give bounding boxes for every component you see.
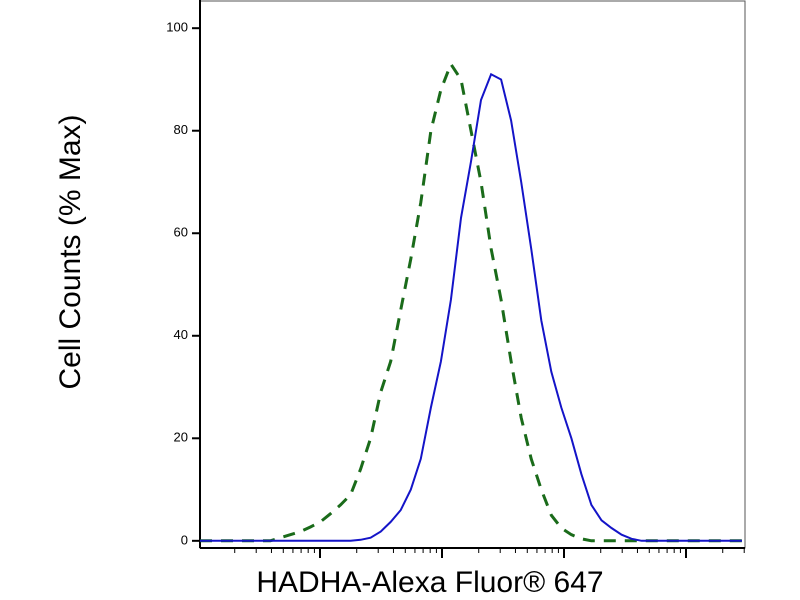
y-tick-label: 20 bbox=[174, 430, 188, 445]
y-tick-label: 100 bbox=[166, 20, 188, 35]
series-line bbox=[200, 60, 742, 543]
x-axis-label: HADHA-Alexa Fluor® 647 bbox=[256, 566, 603, 599]
series-line bbox=[200, 72, 742, 542]
plot-frame bbox=[199, 0, 746, 549]
y-tick-label: 60 bbox=[174, 225, 188, 240]
y-tick-label: 40 bbox=[174, 327, 188, 342]
y-axis-label: Cell Counts (% Max) bbox=[54, 114, 87, 389]
y-tick-label: 0 bbox=[181, 532, 188, 547]
y-tick-label: 80 bbox=[174, 122, 188, 137]
